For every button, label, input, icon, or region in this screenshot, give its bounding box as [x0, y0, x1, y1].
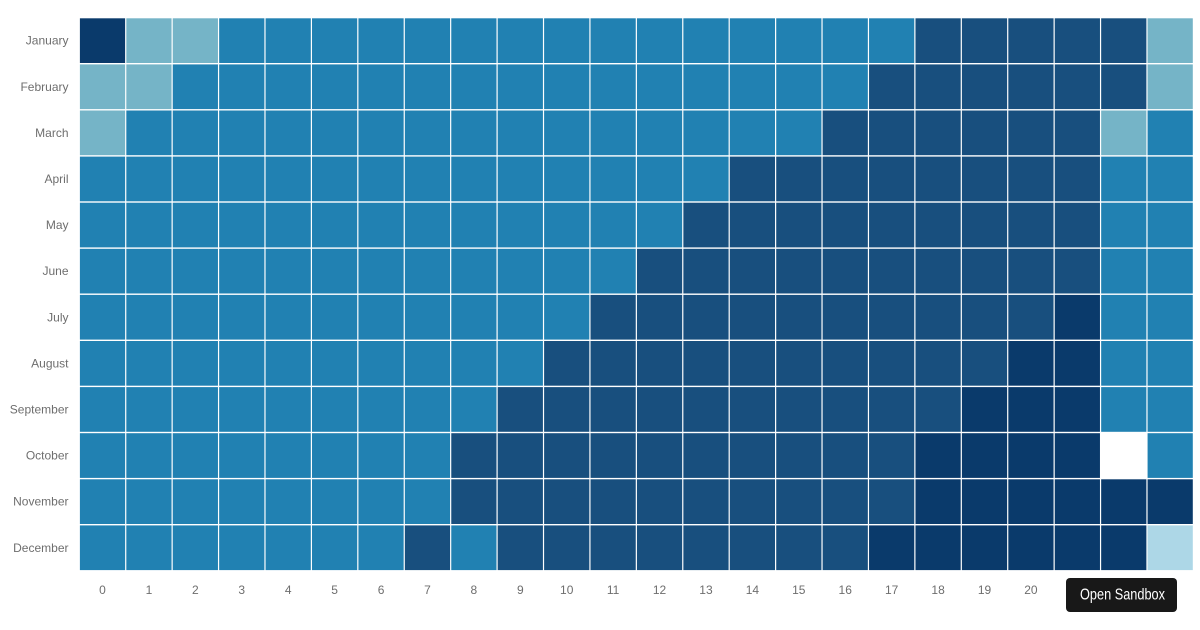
svg-text:20: 20 — [1024, 583, 1038, 597]
svg-text:16: 16 — [839, 583, 853, 597]
svg-text:May: May — [46, 218, 69, 232]
svg-text:13: 13 — [699, 583, 713, 597]
svg-text:September: September — [10, 402, 69, 416]
svg-text:8: 8 — [471, 583, 478, 597]
svg-text:July: July — [47, 310, 68, 324]
svg-text:14: 14 — [746, 583, 760, 597]
svg-text:2: 2 — [192, 583, 199, 597]
svg-text:11: 11 — [607, 583, 620, 597]
svg-text:9: 9 — [517, 583, 524, 597]
svg-text:October: October — [26, 449, 69, 463]
svg-text:March: March — [35, 126, 68, 140]
svg-text:6: 6 — [378, 583, 385, 597]
svg-text:18: 18 — [931, 583, 945, 597]
svg-text:19: 19 — [978, 583, 992, 597]
svg-text:Open Sandbox: Open Sandbox — [1080, 587, 1165, 604]
svg-text:10: 10 — [560, 583, 574, 597]
svg-text:15: 15 — [792, 583, 806, 597]
svg-text:August: August — [31, 356, 69, 370]
svg-text:April: April — [44, 172, 68, 186]
svg-text:February: February — [20, 80, 68, 94]
svg-text:4: 4 — [285, 583, 292, 597]
svg-text:0: 0 — [99, 583, 106, 597]
svg-text:3: 3 — [238, 583, 245, 597]
svg-text:12: 12 — [653, 583, 667, 597]
svg-text:7: 7 — [424, 583, 431, 597]
svg-text:5: 5 — [331, 583, 338, 597]
svg-text:June: June — [42, 264, 68, 278]
svg-text:November: November — [13, 495, 68, 509]
svg-text:January: January — [26, 34, 69, 48]
svg-text:17: 17 — [885, 583, 899, 597]
svg-text:1: 1 — [146, 583, 153, 597]
svg-text:December: December — [13, 541, 68, 555]
